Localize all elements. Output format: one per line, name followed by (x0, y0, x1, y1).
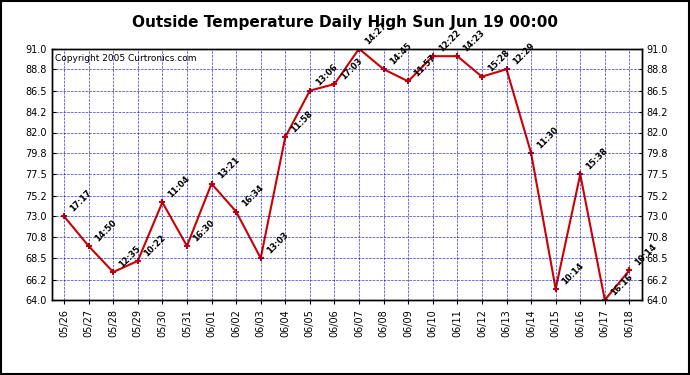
Text: 11:57: 11:57 (413, 53, 437, 78)
Text: 14:27: 14:27 (363, 21, 388, 46)
Text: 11:04: 11:04 (166, 174, 192, 200)
Text: Copyright 2005 Curtronics.com: Copyright 2005 Curtronics.com (55, 54, 196, 63)
Text: 14:50: 14:50 (92, 218, 118, 243)
Text: Outside Temperature Daily High Sun Jun 19 00:00: Outside Temperature Daily High Sun Jun 1… (132, 15, 558, 30)
Text: 15:28: 15:28 (486, 49, 511, 74)
Text: 17:17: 17:17 (68, 188, 93, 213)
Text: 15:38: 15:38 (584, 146, 609, 172)
Text: 16:34: 16:34 (240, 183, 266, 209)
Text: 12:29: 12:29 (511, 41, 536, 66)
Text: 12:22: 12:22 (437, 28, 462, 53)
Text: 10:14: 10:14 (560, 261, 585, 286)
Text: 10:14: 10:14 (633, 242, 659, 267)
Text: 13:03: 13:03 (265, 230, 290, 255)
Text: 16:30: 16:30 (191, 218, 216, 243)
Text: 11:58: 11:58 (289, 109, 315, 134)
Text: 12:35: 12:35 (117, 244, 143, 269)
Text: 14:45: 14:45 (388, 41, 413, 66)
Text: 14:23: 14:23 (462, 28, 486, 53)
Text: 13:21: 13:21 (216, 156, 241, 181)
Text: 10:22: 10:22 (142, 233, 167, 258)
Text: 17:03: 17:03 (339, 56, 364, 81)
Text: 11:30: 11:30 (535, 125, 560, 150)
Text: 16:16: 16:16 (609, 272, 634, 297)
Text: 13:06: 13:06 (314, 63, 339, 88)
